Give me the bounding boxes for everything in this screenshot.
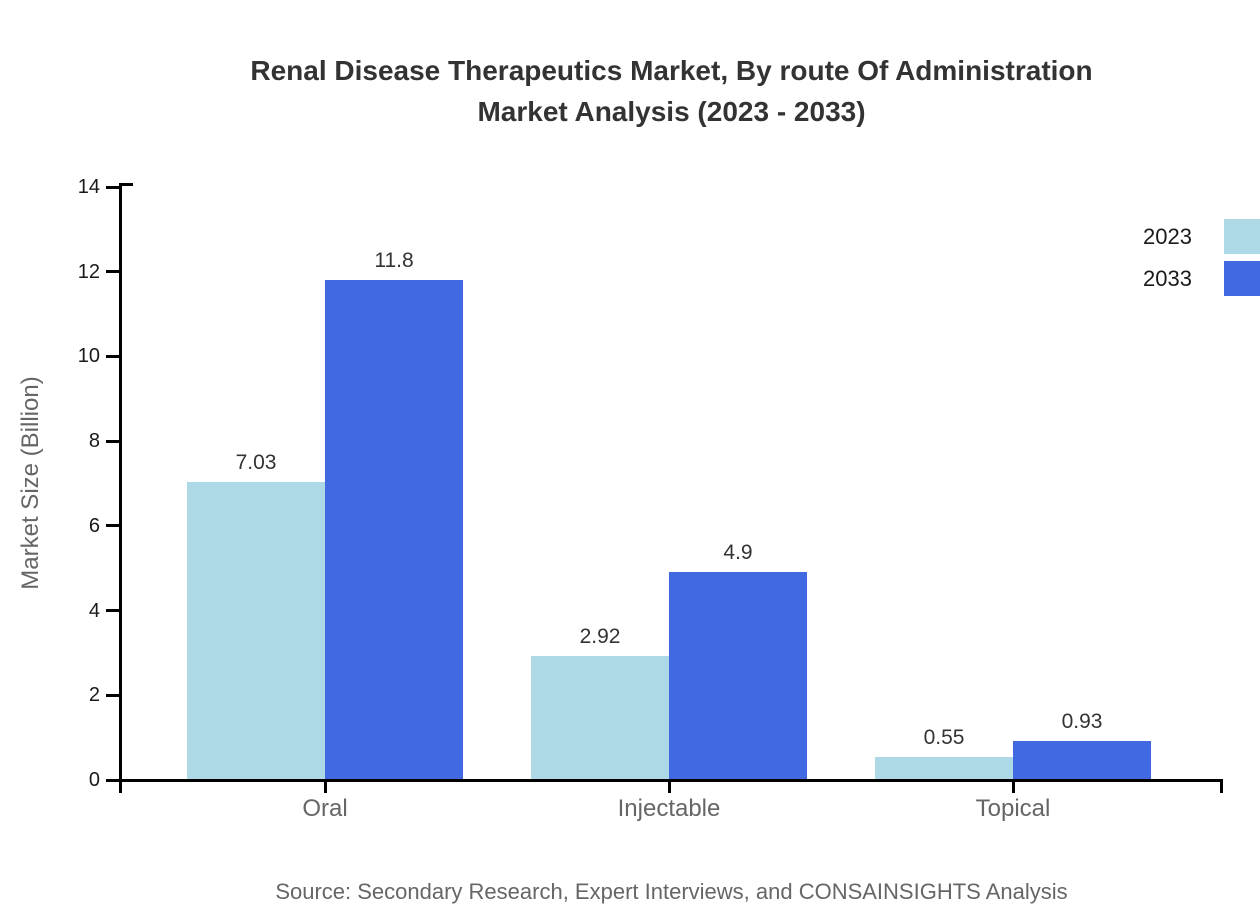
legend-item-2023: 2023 — [1143, 219, 1260, 254]
y-tick-label: 8 — [88, 430, 100, 453]
bar-oral-2033 — [325, 280, 463, 780]
y-tick-label: 12 — [77, 260, 100, 283]
legend-swatch-2033 — [1224, 261, 1260, 296]
x-axis-end-cap — [1220, 780, 1223, 793]
x-tick — [667, 780, 671, 793]
bar-injectable-2023 — [531, 656, 669, 780]
y-tick-label: 10 — [77, 345, 100, 368]
y-tick — [106, 693, 120, 697]
x-axis-line — [106, 778, 1223, 782]
y-tick-label: 0 — [88, 769, 100, 791]
category-label-topical: Topical — [975, 795, 1051, 822]
legend-label-2023: 2023 — [1143, 223, 1192, 249]
y-tick-label: 14 — [77, 176, 100, 198]
category-label-injectable: Injectable — [617, 795, 721, 822]
chart-title-line1: Renal Disease Therapeutics Market, By ro… — [250, 55, 1093, 86]
chart-title-line2: Market Analysis (2023 - 2033) — [477, 96, 866, 127]
y-axis-line — [118, 183, 122, 793]
value-label-topical-2023: 0.55 — [923, 725, 965, 749]
y-tick — [106, 609, 120, 613]
legend: 2023 2033 — [1143, 219, 1260, 296]
bar-injectable-2033 — [669, 572, 807, 780]
value-label-oral-2033: 11.8 — [374, 249, 414, 273]
legend-swatch-2023 — [1224, 219, 1260, 254]
category-label-oral: Oral — [302, 795, 348, 822]
bar-topical-2023 — [875, 756, 1013, 780]
bar-topical-2033 — [1013, 740, 1151, 780]
legend-item-2033: 2033 — [1143, 261, 1260, 296]
legend-label-2033: 2033 — [1143, 265, 1192, 291]
source-note: Source: Secondary Research, Expert Inter… — [275, 879, 1068, 904]
y-tick — [106, 524, 120, 528]
value-label-oral-2023: 7.03 — [235, 451, 277, 475]
y-tick-label: 6 — [88, 514, 100, 537]
y-tick-label: 2 — [88, 684, 100, 707]
y-axis-top-cap — [120, 183, 133, 186]
y-tick-label: 4 — [88, 599, 100, 622]
value-label-injectable-2023: 2.92 — [579, 625, 621, 649]
x-tick — [323, 780, 327, 793]
y-tick — [106, 354, 120, 358]
value-label-topical-2033: 0.93 — [1061, 709, 1103, 733]
value-label-injectable-2033: 4.9 — [723, 541, 753, 565]
x-tick — [1011, 780, 1015, 793]
y-tick — [106, 270, 120, 274]
y-tick — [106, 439, 120, 443]
chart-title: Renal Disease Therapeutics Market, By ro… — [120, 50, 1223, 132]
bar-oral-2023 — [187, 482, 325, 780]
y-tick — [106, 185, 120, 189]
